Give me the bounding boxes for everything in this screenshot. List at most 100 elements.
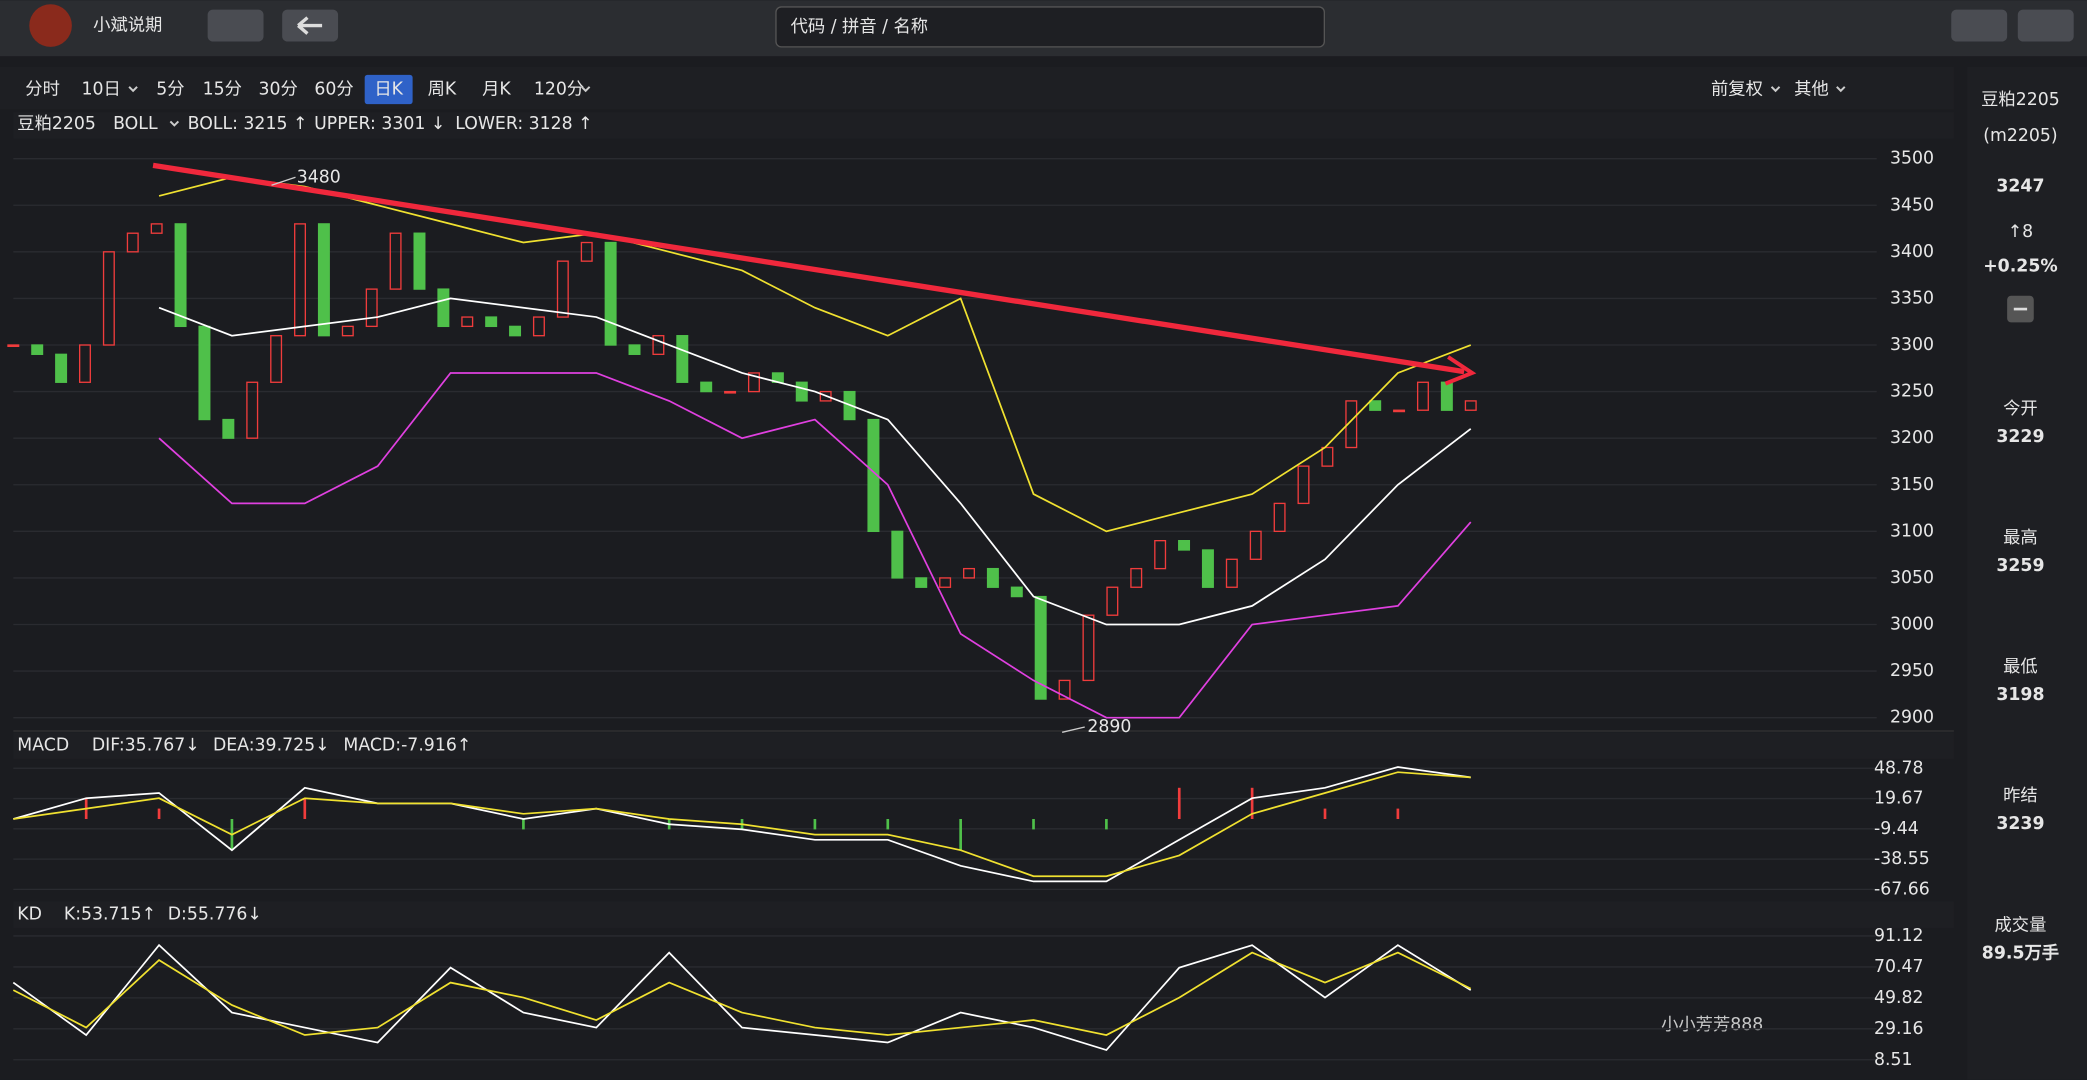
candle	[1416, 381, 1429, 411]
period-tab[interactable]: 5分	[156, 79, 184, 99]
candle	[1249, 530, 1262, 560]
candle	[509, 325, 522, 337]
search-box[interactable]	[775, 6, 1326, 48]
quote-pct: +0.25%	[1983, 256, 2057, 276]
quote-panel	[1967, 66, 2087, 1080]
candle	[222, 418, 235, 439]
candle	[246, 381, 259, 439]
quote-symbol: 豆粕2205	[1981, 90, 2060, 110]
logo[interactable]	[29, 4, 72, 47]
dif-value: DIF:35.767↓	[92, 736, 200, 756]
indicator[interactable]: BOLL	[113, 114, 158, 134]
period-tab[interactable]: 月K	[482, 79, 511, 99]
boll-lower	[158, 372, 1472, 719]
candle	[556, 260, 569, 318]
y-tick-label: 70.47	[1874, 957, 1924, 977]
candle	[1010, 586, 1023, 598]
macd-value: MACD:-7.916↑	[343, 736, 471, 756]
candle	[413, 232, 426, 290]
y-tick-label: 48.78	[1874, 758, 1924, 778]
mail-button[interactable]	[207, 9, 264, 42]
y-tick-label: 91.12	[1874, 926, 1924, 946]
candle	[1130, 567, 1143, 588]
candle	[270, 335, 283, 383]
macd-bar	[959, 819, 962, 851]
macd-bar	[1032, 819, 1035, 830]
candle	[676, 335, 689, 383]
macd-bar	[157, 808, 161, 820]
macd-header	[13, 732, 1954, 759]
low-label: 2890	[1087, 717, 1131, 737]
period-tab[interactable]: 日K	[374, 79, 403, 99]
candle	[294, 223, 307, 337]
candle	[652, 335, 665, 355]
adjust-menu[interactable]: 前复权	[1711, 79, 1763, 99]
y-tick-label: 3400	[1890, 242, 1934, 262]
candle	[795, 381, 808, 402]
low-pointer	[1061, 726, 1085, 733]
y-tick-label: 3250	[1890, 382, 1934, 402]
trend-line	[152, 162, 1465, 375]
y-tick-label: 3200	[1890, 428, 1934, 448]
candle	[1464, 400, 1477, 411]
period-tab[interactable]: 15分	[203, 79, 242, 99]
other-menu[interactable]: 其他	[1794, 79, 1829, 99]
candle	[341, 325, 354, 337]
stat-value: 3259	[1996, 556, 2044, 576]
macd-bar	[1396, 808, 1400, 820]
boll-value: BOLL: 3215 ↑	[188, 114, 308, 134]
period-tab[interactable]: 10日	[81, 79, 120, 99]
candle	[198, 325, 211, 421]
boll-mid	[158, 297, 1472, 626]
candle	[437, 288, 450, 328]
dropdown-icon	[128, 86, 138, 93]
stat-label: 最低	[2003, 657, 2038, 677]
y-tick-label: 3150	[1890, 475, 1934, 495]
dropdown-icon	[580, 86, 591, 93]
candle	[1297, 465, 1310, 505]
candle	[580, 241, 593, 262]
kd-label[interactable]: KD	[17, 905, 42, 925]
dea-line	[13, 771, 1471, 878]
boll-upper	[158, 176, 1472, 533]
candle	[1201, 549, 1214, 588]
candle	[1034, 595, 1047, 700]
trend-arrow	[1444, 355, 1477, 386]
y-tick-label: 3300	[1890, 335, 1934, 355]
y-tick-label: 2900	[1890, 708, 1934, 728]
period-tab[interactable]: 60分	[314, 79, 353, 99]
quote-change: ↑8	[2008, 222, 2034, 242]
quote-price: 3247	[1996, 177, 2044, 197]
period-tab[interactable]: 分时	[25, 79, 60, 99]
macd-bar	[1177, 787, 1181, 820]
candle	[78, 344, 91, 383]
candle	[747, 372, 760, 393]
y-tick-label: 8.51	[1874, 1050, 1913, 1070]
selected-period	[364, 74, 413, 105]
y-tick-label: 2950	[1890, 661, 1934, 681]
candle	[7, 344, 20, 348]
skin-button[interactable]	[2017, 9, 2074, 42]
candle	[1154, 540, 1167, 570]
toolbar	[0, 66, 1954, 110]
k-value: K:53.715↑	[64, 905, 156, 925]
candle	[532, 316, 545, 337]
y-tick-label: -9.44	[1874, 819, 1919, 839]
candle	[986, 567, 999, 588]
window-button[interactable]	[1951, 9, 2008, 42]
candle	[485, 316, 498, 328]
macd-label[interactable]: MACD	[17, 736, 69, 756]
period-tab[interactable]: 30分	[259, 79, 298, 99]
upper-value: UPPER: 3301 ↓	[314, 114, 445, 134]
y-tick-label: -67.66	[1874, 879, 1930, 899]
period-tab[interactable]: 120分	[534, 79, 584, 99]
candle	[1058, 679, 1071, 700]
d-line	[12, 951, 1472, 1036]
kd-header	[13, 901, 1954, 928]
candle	[1321, 446, 1334, 467]
candle	[1225, 558, 1238, 588]
dif-line	[13, 766, 1471, 883]
period-tab[interactable]: 周K	[428, 79, 457, 99]
candle	[724, 390, 737, 394]
